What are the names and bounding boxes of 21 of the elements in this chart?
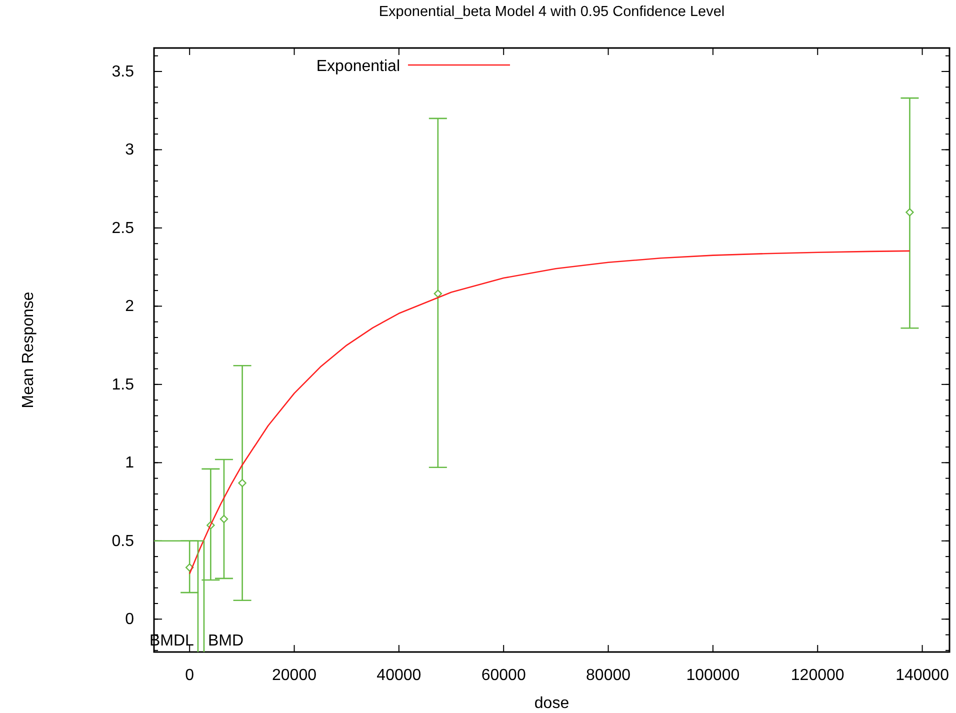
annotation: BMD <box>208 632 244 650</box>
x-tick-label: 80000 <box>586 667 631 684</box>
x-tick-label: 20000 <box>272 667 317 684</box>
x-tick-label: 40000 <box>376 667 422 684</box>
y-tick-label: 2.5 <box>112 220 134 237</box>
y-tick-label: 1.5 <box>112 376 134 394</box>
y-tick-label: 0.5 <box>112 532 134 550</box>
x-axis-title: dose <box>534 695 570 712</box>
x-tick-label: 120000 <box>790 667 844 684</box>
y-tick-label: 3.5 <box>112 63 134 80</box>
y-tick-label: 1 <box>125 454 134 472</box>
x-tick-label: 60000 <box>481 667 526 684</box>
chart-title: Exponential_beta Model 4 with 0.95 Confidence Level <box>378 4 725 20</box>
x-tick-label: 0 <box>185 667 194 684</box>
y-axis-title: Mean Response <box>20 292 37 408</box>
x-tick-label: 100000 <box>686 667 740 684</box>
y-tick-label: 0 <box>125 611 134 628</box>
y-tick-label: 3 <box>125 142 134 159</box>
y-tick-label: 2 <box>125 298 134 316</box>
text: Exponential <box>316 58 400 75</box>
x-tick-label: 140000 <box>896 667 950 684</box>
